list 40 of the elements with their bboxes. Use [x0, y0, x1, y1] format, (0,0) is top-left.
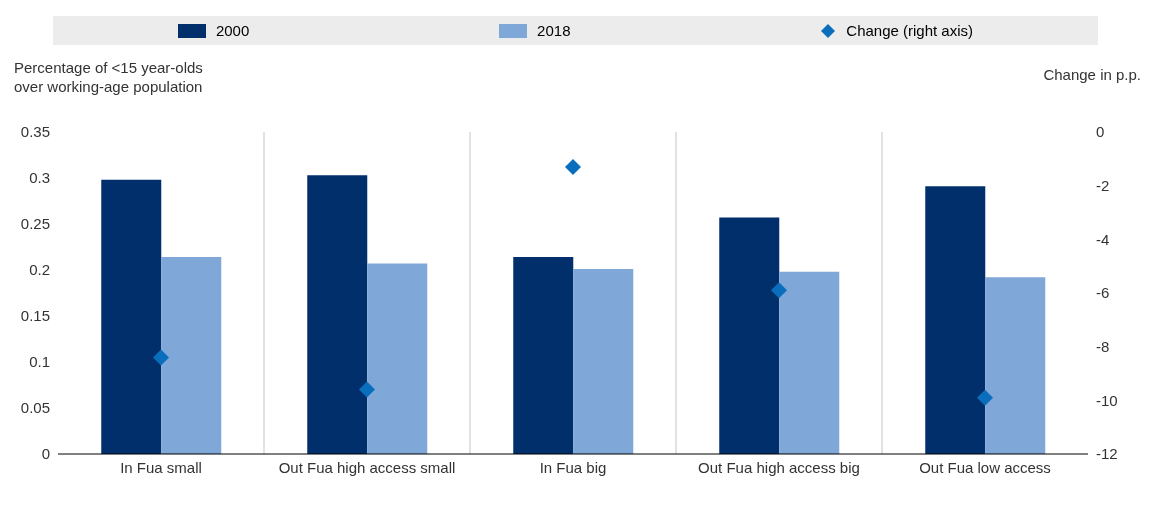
y-tick-label: 0.35: [20, 123, 50, 141]
point: [565, 158, 581, 175]
y2-tick-label: -6: [1096, 284, 1110, 302]
bar: [779, 271, 840, 454]
y-tick-label: 0.05: [20, 399, 50, 417]
legend-label: Change (right axis): [845, 22, 974, 39]
y2-tick-label: -8: [1096, 337, 1110, 355]
x-tick-label: Out Fua low access: [919, 458, 1051, 476]
y2-axis-title: Change in p.p.: [1043, 66, 1141, 83]
y2-tick-label: 0: [1096, 123, 1105, 141]
bar: [925, 186, 986, 454]
y-tick-label: 0: [41, 445, 50, 463]
y-tick-label: 0.1: [29, 353, 50, 371]
y-tick-label: 0.3: [29, 169, 50, 187]
legend-label: 2000: [214, 22, 250, 39]
bar: [573, 269, 634, 454]
y-tick-label: 0.25: [20, 215, 50, 233]
point: [771, 282, 787, 299]
y2-tick-label: -2: [1096, 176, 1110, 194]
y2-tick-label: -4: [1096, 230, 1110, 248]
y2-tick-label: -12: [1096, 445, 1118, 463]
x-tick-label: Out Fua high access small: [278, 458, 456, 476]
y-tick-label: 0.15: [20, 307, 50, 325]
bar: [101, 179, 162, 454]
y2-tick-label: -10: [1096, 391, 1118, 409]
x-tick-label: Out Fua high access big: [698, 458, 860, 476]
bar: [367, 263, 428, 454]
bar: [985, 277, 1046, 454]
point: [359, 381, 375, 398]
x-tick-label: In Fua big: [539, 458, 607, 476]
point: [977, 389, 993, 406]
bar: [513, 257, 574, 454]
y-tick-label: 0.2: [29, 261, 50, 279]
bar: [161, 257, 222, 454]
x-tick-label: In Fua small: [120, 458, 202, 476]
bar: [719, 217, 780, 454]
legend-label: 2018: [536, 22, 571, 39]
point: [153, 349, 169, 366]
y-axis-title: Percentage of <15 year-olds over working-age population: [14, 58, 204, 96]
bar: [307, 175, 368, 454]
